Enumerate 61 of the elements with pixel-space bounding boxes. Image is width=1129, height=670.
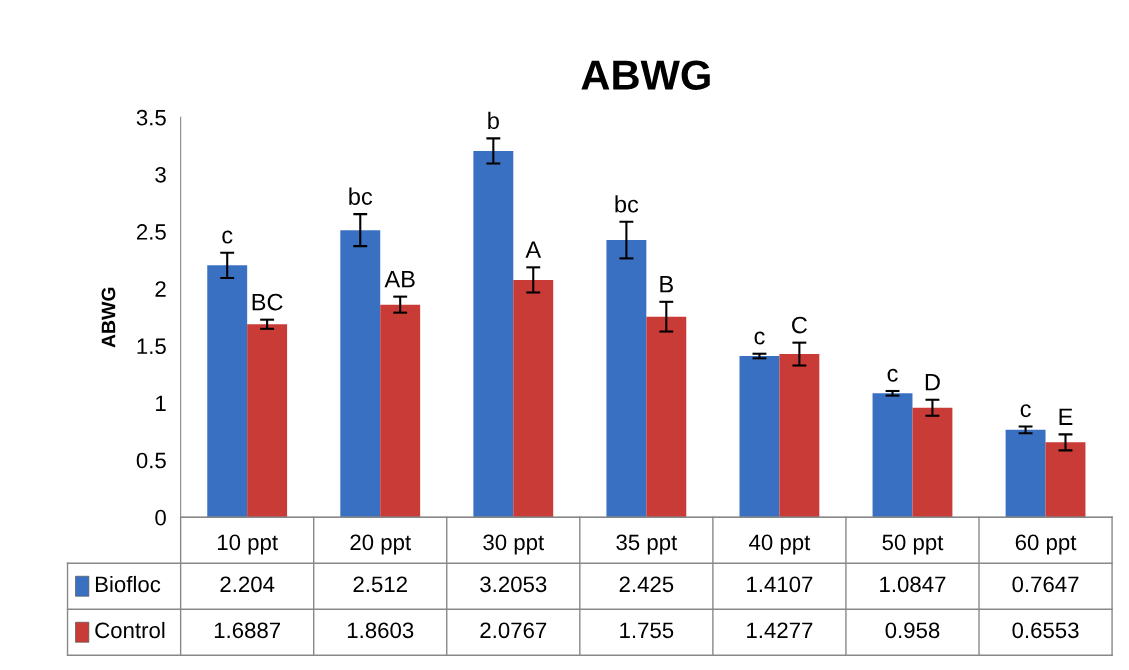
annotation: c <box>1020 404 1031 418</box>
annotation: AB <box>384 270 415 288</box>
bar <box>646 316 687 518</box>
y-axis-title: ABWG <box>101 287 116 348</box>
bar <box>473 150 514 518</box>
bar <box>1045 442 1086 518</box>
data-label: 1.0847 <box>880 576 946 593</box>
data-label: 2.425 <box>619 576 674 593</box>
annotation: BC <box>252 293 283 311</box>
data-label: 0.7647 <box>1012 576 1079 593</box>
bar <box>912 407 953 518</box>
y-tick-label: 3.5 <box>136 109 166 126</box>
data-label: 2.204 <box>220 576 275 593</box>
x-tick-label: 60 ppt <box>1015 534 1077 555</box>
annotation: c <box>887 368 898 382</box>
data-label: 1.6887 <box>214 622 281 639</box>
data-label: 1.4107 <box>747 576 813 593</box>
bar <box>513 279 554 518</box>
data-label: 1.8603 <box>347 622 414 639</box>
data-label: 3.2053 <box>480 576 547 593</box>
y-tick-label: 2 <box>155 281 166 297</box>
bar <box>872 393 913 518</box>
x-tick-label: 35 ppt <box>616 534 678 555</box>
x-tick-label: 40 ppt <box>749 534 811 555</box>
bar <box>247 324 288 518</box>
chart-title: ABWG <box>581 60 710 90</box>
data-label: 2.0767 <box>480 622 547 639</box>
y-tick-label: 2.5 <box>136 224 166 240</box>
data-label: 0.958 <box>885 622 940 639</box>
x-tick-label: 30 ppt <box>483 534 545 555</box>
bar <box>1005 429 1046 518</box>
bar <box>779 354 820 518</box>
annotation: bc <box>615 195 639 213</box>
y-tick-label: 0.5 <box>136 452 166 469</box>
y-tick-label: 3 <box>155 166 166 183</box>
x-tick-label: 20 ppt <box>350 534 411 555</box>
data-label: 1.4277 <box>747 622 813 638</box>
annotation: E <box>1059 408 1073 425</box>
bar <box>606 240 647 518</box>
data-label: 1.755 <box>620 622 674 639</box>
annotation: B <box>660 276 673 293</box>
data-label: 2.512 <box>353 576 407 593</box>
annotation: D <box>925 374 940 391</box>
bar <box>739 356 780 518</box>
annotation: c <box>754 331 765 345</box>
annotation: C <box>792 316 807 334</box>
x-tick-label: 10 ppt <box>217 534 278 555</box>
y-tick-label: 1.5 <box>137 338 166 355</box>
bar <box>340 230 381 518</box>
legend-label: Control <box>95 621 165 639</box>
x-tick-label: 50 ppt <box>882 534 944 555</box>
annotation: A <box>525 241 542 258</box>
annotation: b <box>488 111 499 130</box>
legend-label: Biofloc <box>95 575 161 593</box>
y-tick-label: 0 <box>155 509 166 526</box>
annotation: c <box>222 230 233 244</box>
data-label: 0.6553 <box>1012 622 1079 639</box>
y-tick-label: 1 <box>156 395 166 412</box>
bar <box>380 304 421 518</box>
bar <box>207 265 248 518</box>
annotation: bc <box>349 187 373 205</box>
